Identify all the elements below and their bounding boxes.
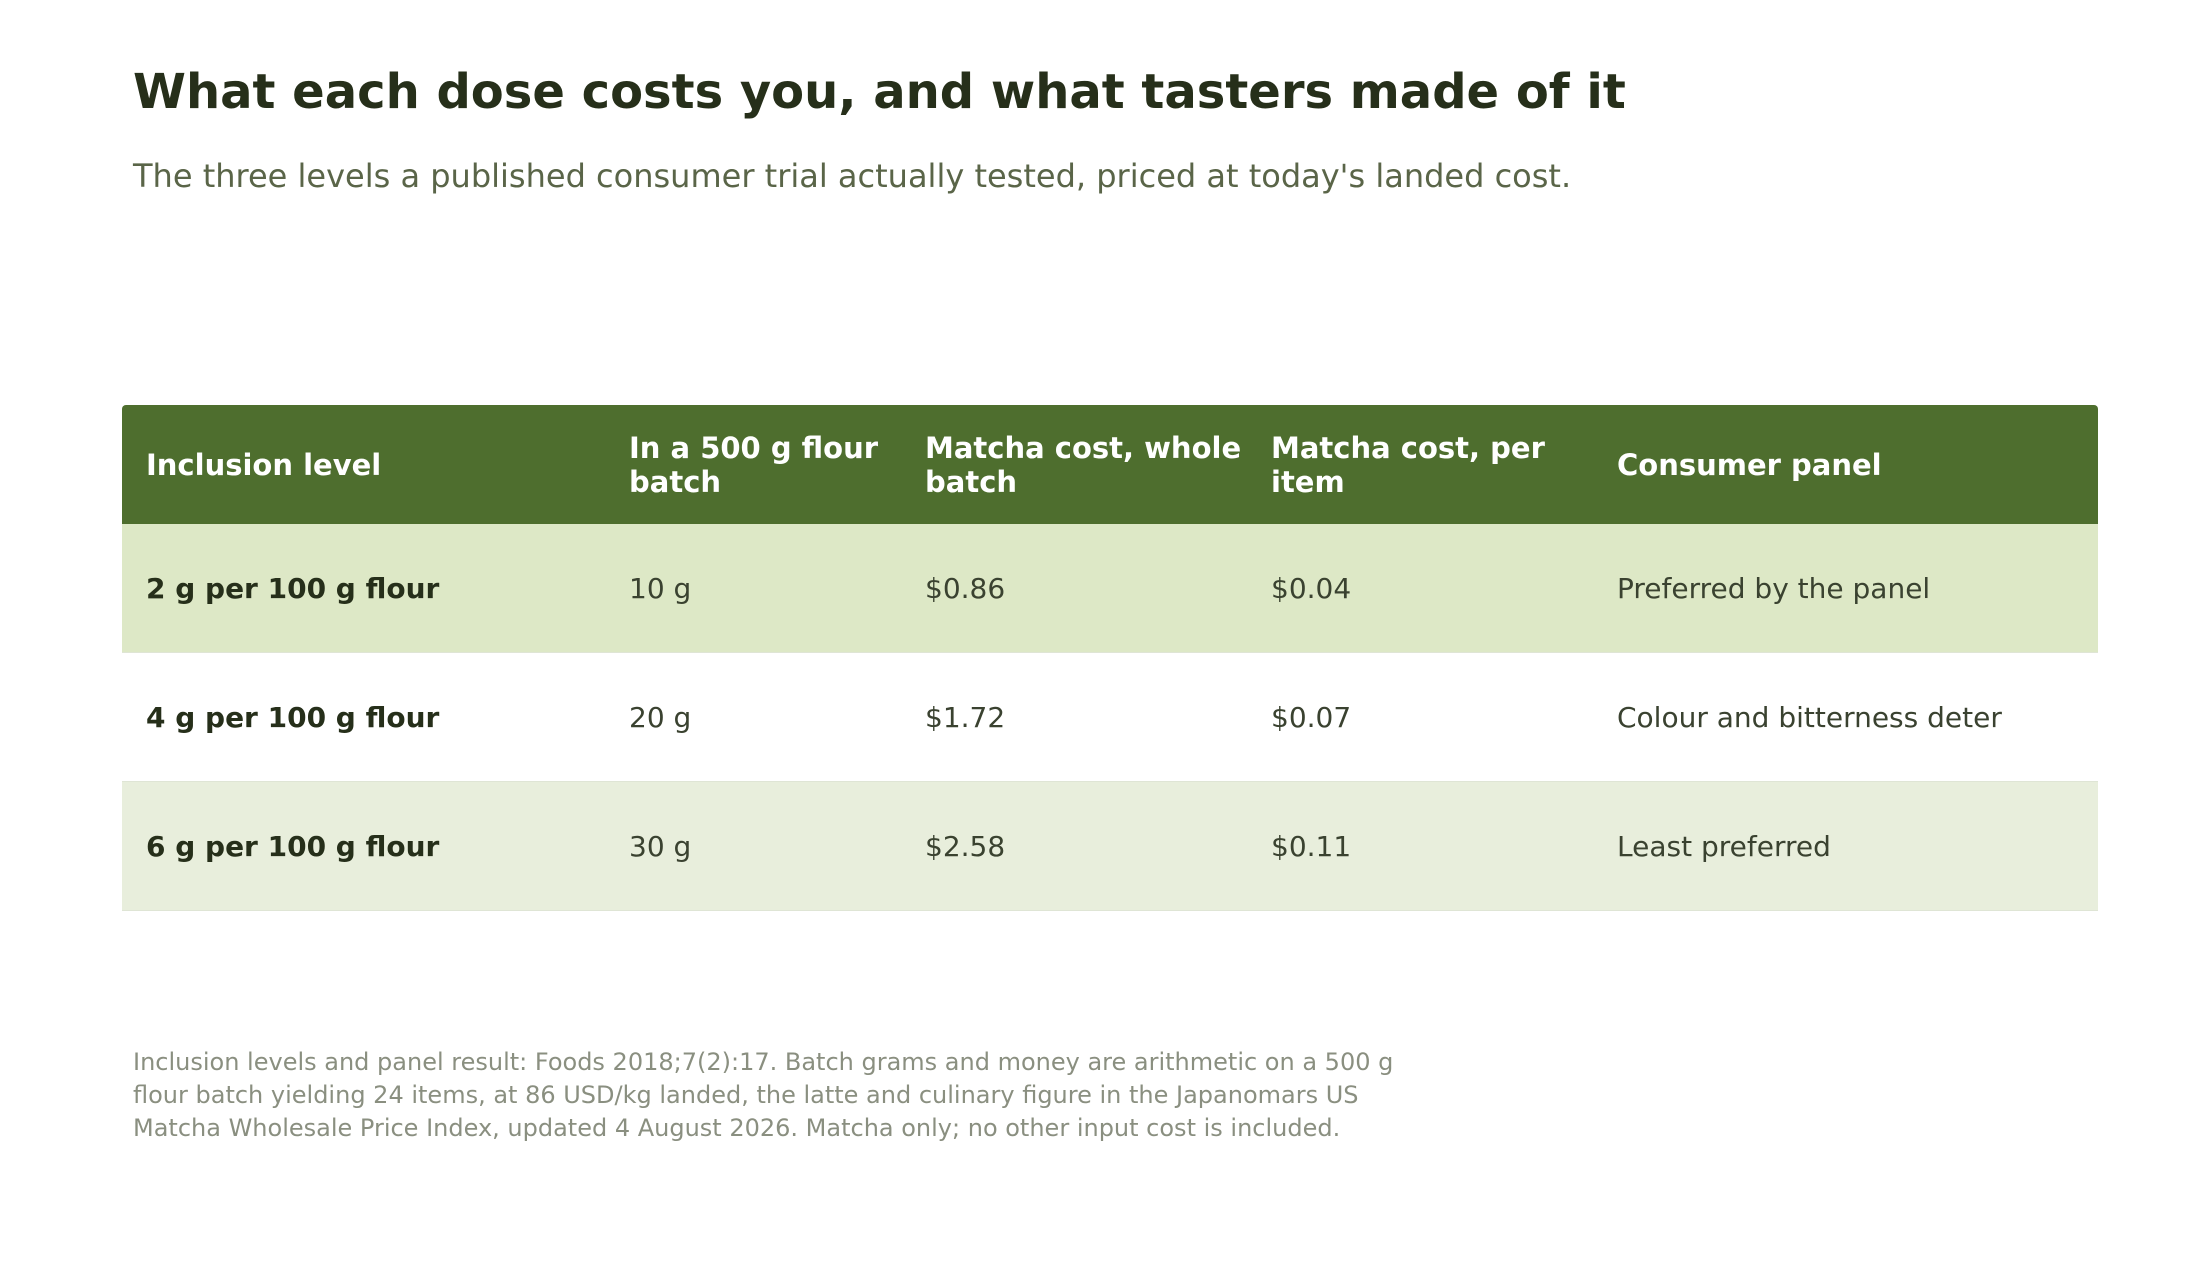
cell-consumer-panel: Preferred by the panel bbox=[1593, 524, 2098, 653]
table-row: 6 g per 100 g flour 30 g $2.58 $0.11 Lea… bbox=[122, 781, 2098, 911]
table-row: 4 g per 100 g flour 20 g $1.72 $0.07 Col… bbox=[122, 652, 2098, 782]
header-cost-per-item: Matcha cost, per item bbox=[1247, 405, 1593, 524]
cell-inclusion-level: 4 g per 100 g flour bbox=[122, 652, 605, 782]
table-row: 2 g per 100 g flour 10 g $0.86 $0.04 Pre… bbox=[122, 524, 2098, 653]
header-cost-whole-batch: Matcha cost, whole batch bbox=[901, 405, 1247, 524]
source-footnote: Inclusion levels and panel result: Foods… bbox=[133, 1048, 1394, 1142]
cell-inclusion-level: 2 g per 100 g flour bbox=[122, 524, 605, 653]
cell-cost-per-item: $0.07 bbox=[1247, 652, 1593, 782]
header-batch-grams: In a 500 g flour batch bbox=[605, 405, 901, 524]
cell-batch-grams: 20 g bbox=[605, 652, 901, 782]
cell-cost-whole-batch: $2.58 bbox=[901, 781, 1247, 911]
dose-cost-table: Inclusion level In a 500 g flour batch M… bbox=[122, 405, 2098, 911]
header-inclusion-level: Inclusion level bbox=[122, 405, 605, 524]
cell-batch-grams: 10 g bbox=[605, 524, 901, 653]
cell-cost-per-item: $0.11 bbox=[1247, 781, 1593, 911]
table-header-row: Inclusion level In a 500 g flour batch M… bbox=[122, 405, 2098, 524]
page-title: What each dose costs you, and what taste… bbox=[133, 64, 1626, 120]
page-subtitle: The three levels a published consumer tr… bbox=[133, 157, 1572, 195]
cell-cost-whole-batch: $1.72 bbox=[901, 652, 1247, 782]
table-body: 2 g per 100 g flour 10 g $0.86 $0.04 Pre… bbox=[122, 524, 2098, 911]
cell-consumer-panel: Colour and bitterness deter bbox=[1593, 652, 2098, 782]
cell-cost-whole-batch: $0.86 bbox=[901, 524, 1247, 653]
table-header: Inclusion level In a 500 g flour batch M… bbox=[122, 405, 2098, 524]
cell-batch-grams: 30 g bbox=[605, 781, 901, 911]
cell-cost-per-item: $0.04 bbox=[1247, 524, 1593, 653]
header-consumer-panel: Consumer panel bbox=[1593, 405, 2098, 524]
cell-inclusion-level: 6 g per 100 g flour bbox=[122, 781, 605, 911]
cell-consumer-panel: Least preferred bbox=[1593, 781, 2098, 911]
